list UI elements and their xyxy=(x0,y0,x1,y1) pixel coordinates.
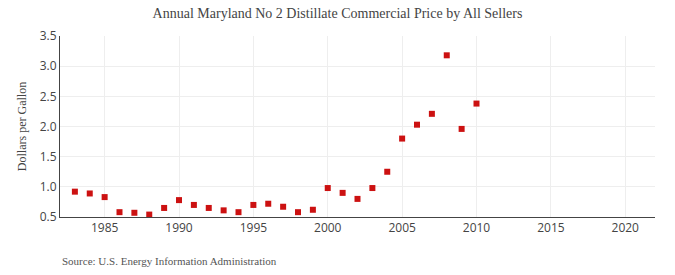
svg-text:2000: 2000 xyxy=(314,219,342,236)
svg-text:2015: 2015 xyxy=(537,219,565,236)
svg-text:1.5: 1.5 xyxy=(40,148,57,165)
svg-text:1990: 1990 xyxy=(165,219,193,236)
svg-text:1995: 1995 xyxy=(240,219,268,236)
svg-text:2020: 2020 xyxy=(612,219,640,236)
svg-text:2010: 2010 xyxy=(463,219,491,236)
svg-text:1.0: 1.0 xyxy=(40,178,57,195)
svg-text:Annual Maryland No 2 Distillat: Annual Maryland No 2 Distillate Commerci… xyxy=(153,6,523,21)
svg-text:3.0: 3.0 xyxy=(40,57,57,74)
svg-text:Source: U.S. Energy Informatio: Source: U.S. Energy Information Administ… xyxy=(62,255,277,267)
svg-text:2005: 2005 xyxy=(388,219,416,236)
svg-text:2.0: 2.0 xyxy=(40,118,57,135)
svg-text:0.5: 0.5 xyxy=(40,208,57,225)
svg-text:1985: 1985 xyxy=(91,219,119,236)
svg-text:2.5: 2.5 xyxy=(40,88,57,105)
svg-text:3.5: 3.5 xyxy=(40,27,57,44)
svg-text:Dollars per Gallon: Dollars per Gallon xyxy=(15,82,29,171)
